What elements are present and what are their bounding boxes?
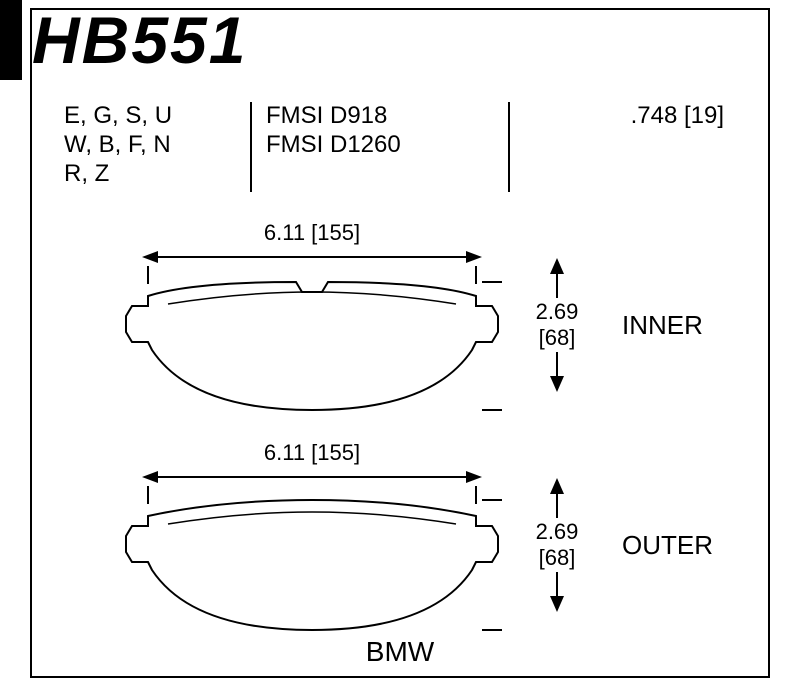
- arrow-down-icon: [547, 572, 567, 612]
- fmsi-line: FMSI D918: [266, 102, 494, 131]
- inner-label: INNER: [622, 310, 703, 341]
- inner-height-mm: [68]: [502, 326, 612, 350]
- header-black-box: [0, 0, 22, 80]
- arrow-down-icon: [547, 352, 567, 392]
- inner-pad-block: 6.11 [155]: [122, 220, 502, 416]
- codes-line: E, G, S, U: [64, 102, 236, 131]
- outer-pad-shape: [122, 486, 502, 636]
- diagram-area: 6.11 [155]: [32, 210, 768, 676]
- inner-width-arrow: [142, 248, 482, 266]
- arrow-up-icon: [547, 258, 567, 298]
- codes-line: W, B, F, N: [64, 131, 236, 160]
- codes-line: R, Z: [64, 160, 236, 189]
- inner-width-label: 6.11 [155]: [142, 220, 482, 246]
- outer-width-label: 6.11 [155]: [142, 440, 482, 466]
- fmsi-line: FMSI D1260: [266, 131, 494, 160]
- part-number: HB551: [22, 2, 247, 78]
- outer-pad-block: 6.11 [155]: [122, 440, 502, 636]
- brand-label: BMW: [32, 636, 768, 668]
- compound-codes: E, G, S, U W, B, F, N R, Z: [50, 102, 250, 192]
- inner-height-in: 2.69: [502, 300, 612, 324]
- info-row: E, G, S, U W, B, F, N R, Z FMSI D918 FMS…: [50, 102, 750, 192]
- inner-pad-shape: [122, 266, 502, 416]
- thickness: .748 [19]: [510, 102, 750, 192]
- outer-height-in: 2.69: [502, 520, 612, 544]
- outer-width-arrow: [142, 468, 482, 486]
- outer-height-mm: [68]: [502, 546, 612, 570]
- arrow-up-icon: [547, 478, 567, 518]
- inner-height-dims: 2.69 [68]: [502, 258, 612, 392]
- outer-height-dims: 2.69 [68]: [502, 478, 612, 612]
- fmsi-codes: FMSI D918 FMSI D1260: [250, 102, 510, 192]
- arrow-horizontal-icon: [142, 248, 482, 266]
- header: HB551: [0, 0, 380, 80]
- thickness-value: .748 [19]: [524, 102, 724, 131]
- outer-label: OUTER: [622, 530, 713, 561]
- arrow-horizontal-icon: [142, 468, 482, 486]
- diagram-frame: HB551 E, G, S, U W, B, F, N R, Z FMSI D9…: [30, 8, 770, 678]
